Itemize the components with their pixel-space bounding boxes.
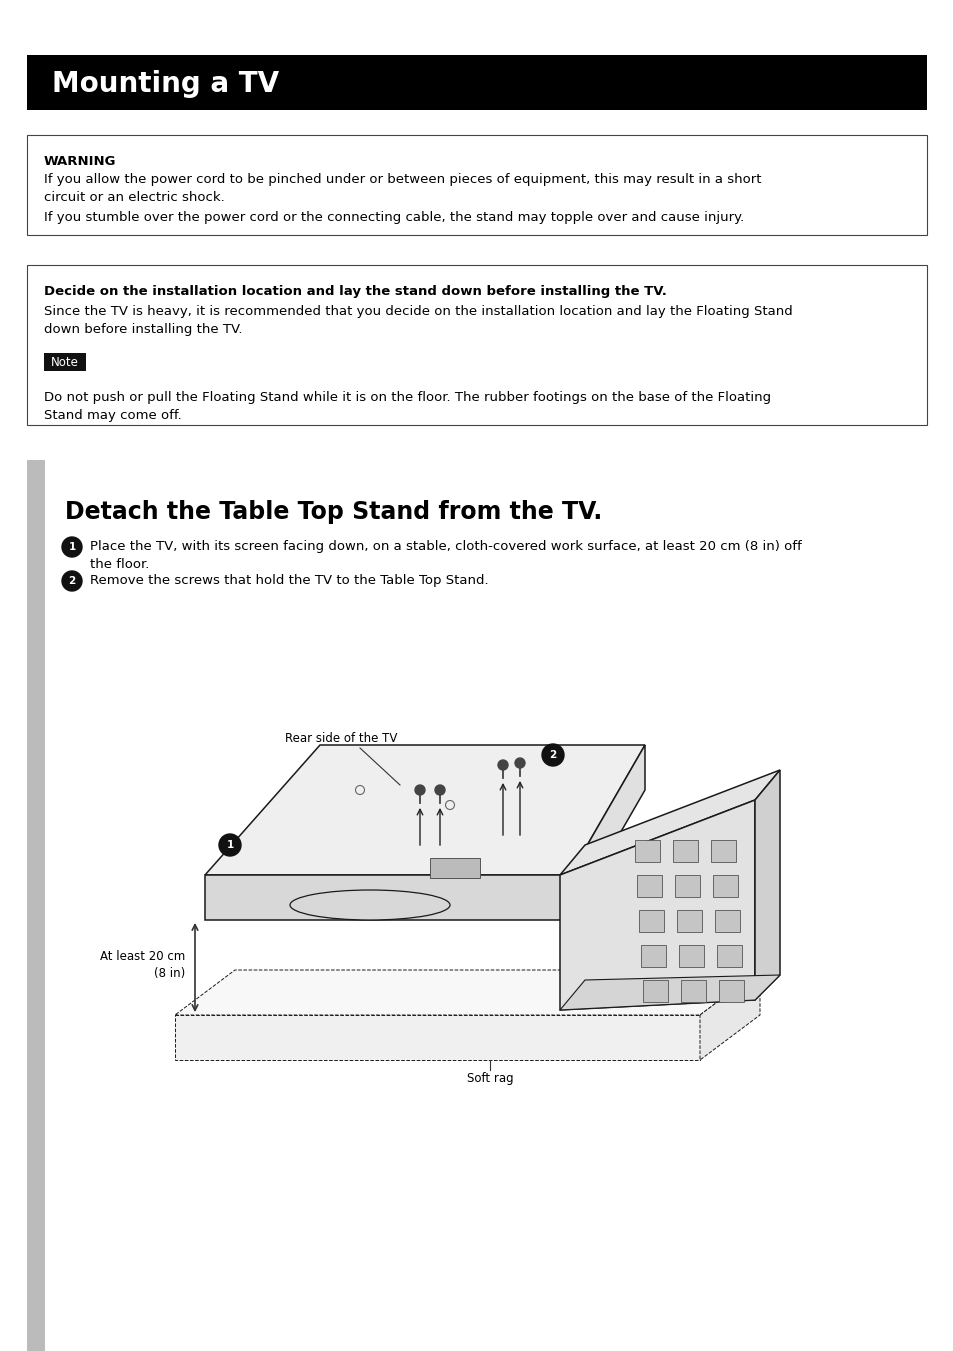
Polygon shape — [637, 875, 661, 897]
Text: Since the TV is heavy, it is recommended that you decide on the installation loc: Since the TV is heavy, it is recommended… — [44, 305, 792, 336]
Polygon shape — [680, 979, 705, 1002]
Polygon shape — [174, 970, 760, 1015]
Bar — [27, 459, 45, 1351]
Text: Decide on the installation location and lay the stand down before installing the: Decide on the installation location and … — [44, 285, 666, 299]
Polygon shape — [205, 744, 644, 875]
Circle shape — [219, 834, 241, 857]
Circle shape — [497, 761, 507, 770]
Text: Soft rag: Soft rag — [466, 1071, 513, 1085]
Polygon shape — [712, 875, 738, 897]
Polygon shape — [559, 800, 754, 1011]
Text: Detach the Table Top Stand from the TV.: Detach the Table Top Stand from the TV. — [65, 500, 601, 524]
Polygon shape — [677, 911, 701, 932]
Polygon shape — [430, 858, 479, 878]
Text: If you stumble over the power cord or the connecting cable, the stand may topple: If you stumble over the power cord or th… — [44, 211, 743, 224]
Text: 1: 1 — [69, 542, 75, 553]
Text: 2: 2 — [69, 576, 75, 586]
Text: Place the TV, with its screen facing down, on a stable, cloth-covered work surfa: Place the TV, with its screen facing dow… — [90, 540, 801, 571]
Text: Rear side of the TV: Rear side of the TV — [285, 732, 397, 744]
Polygon shape — [174, 1015, 700, 1061]
Bar — [44, 353, 86, 372]
Polygon shape — [717, 944, 741, 967]
Polygon shape — [714, 911, 740, 932]
Polygon shape — [640, 944, 665, 967]
Text: If you allow the power cord to be pinched under or between pieces of equipment, : If you allow the power cord to be pinche… — [44, 173, 760, 204]
Text: 1: 1 — [226, 840, 233, 850]
Polygon shape — [679, 944, 703, 967]
Ellipse shape — [290, 890, 450, 920]
Polygon shape — [700, 970, 760, 1061]
Circle shape — [62, 536, 82, 557]
Polygon shape — [754, 770, 780, 1000]
Circle shape — [541, 744, 563, 766]
Text: WARNING: WARNING — [44, 155, 116, 168]
Polygon shape — [672, 840, 698, 862]
Text: Mounting a TV: Mounting a TV — [52, 69, 279, 97]
Text: Do not push or pull the Floating Stand while it is on the floor. The rubber foot: Do not push or pull the Floating Stand w… — [44, 390, 770, 422]
Polygon shape — [569, 744, 644, 920]
Polygon shape — [642, 979, 667, 1002]
Polygon shape — [559, 770, 780, 875]
Polygon shape — [710, 840, 735, 862]
Polygon shape — [205, 875, 569, 920]
Polygon shape — [639, 911, 663, 932]
Bar — [27, 55, 926, 109]
Polygon shape — [719, 979, 743, 1002]
Circle shape — [515, 758, 524, 767]
Text: At least 20 cm
(8 in): At least 20 cm (8 in) — [100, 950, 185, 979]
Text: 2: 2 — [549, 750, 556, 761]
Text: Note: Note — [51, 355, 79, 369]
FancyBboxPatch shape — [27, 265, 926, 426]
FancyBboxPatch shape — [27, 135, 926, 235]
Polygon shape — [559, 975, 780, 1011]
Circle shape — [435, 785, 444, 794]
Polygon shape — [675, 875, 700, 897]
Circle shape — [62, 571, 82, 590]
Circle shape — [415, 785, 424, 794]
Polygon shape — [635, 840, 659, 862]
Text: Remove the screws that hold the TV to the Table Top Stand.: Remove the screws that hold the TV to th… — [90, 574, 488, 586]
